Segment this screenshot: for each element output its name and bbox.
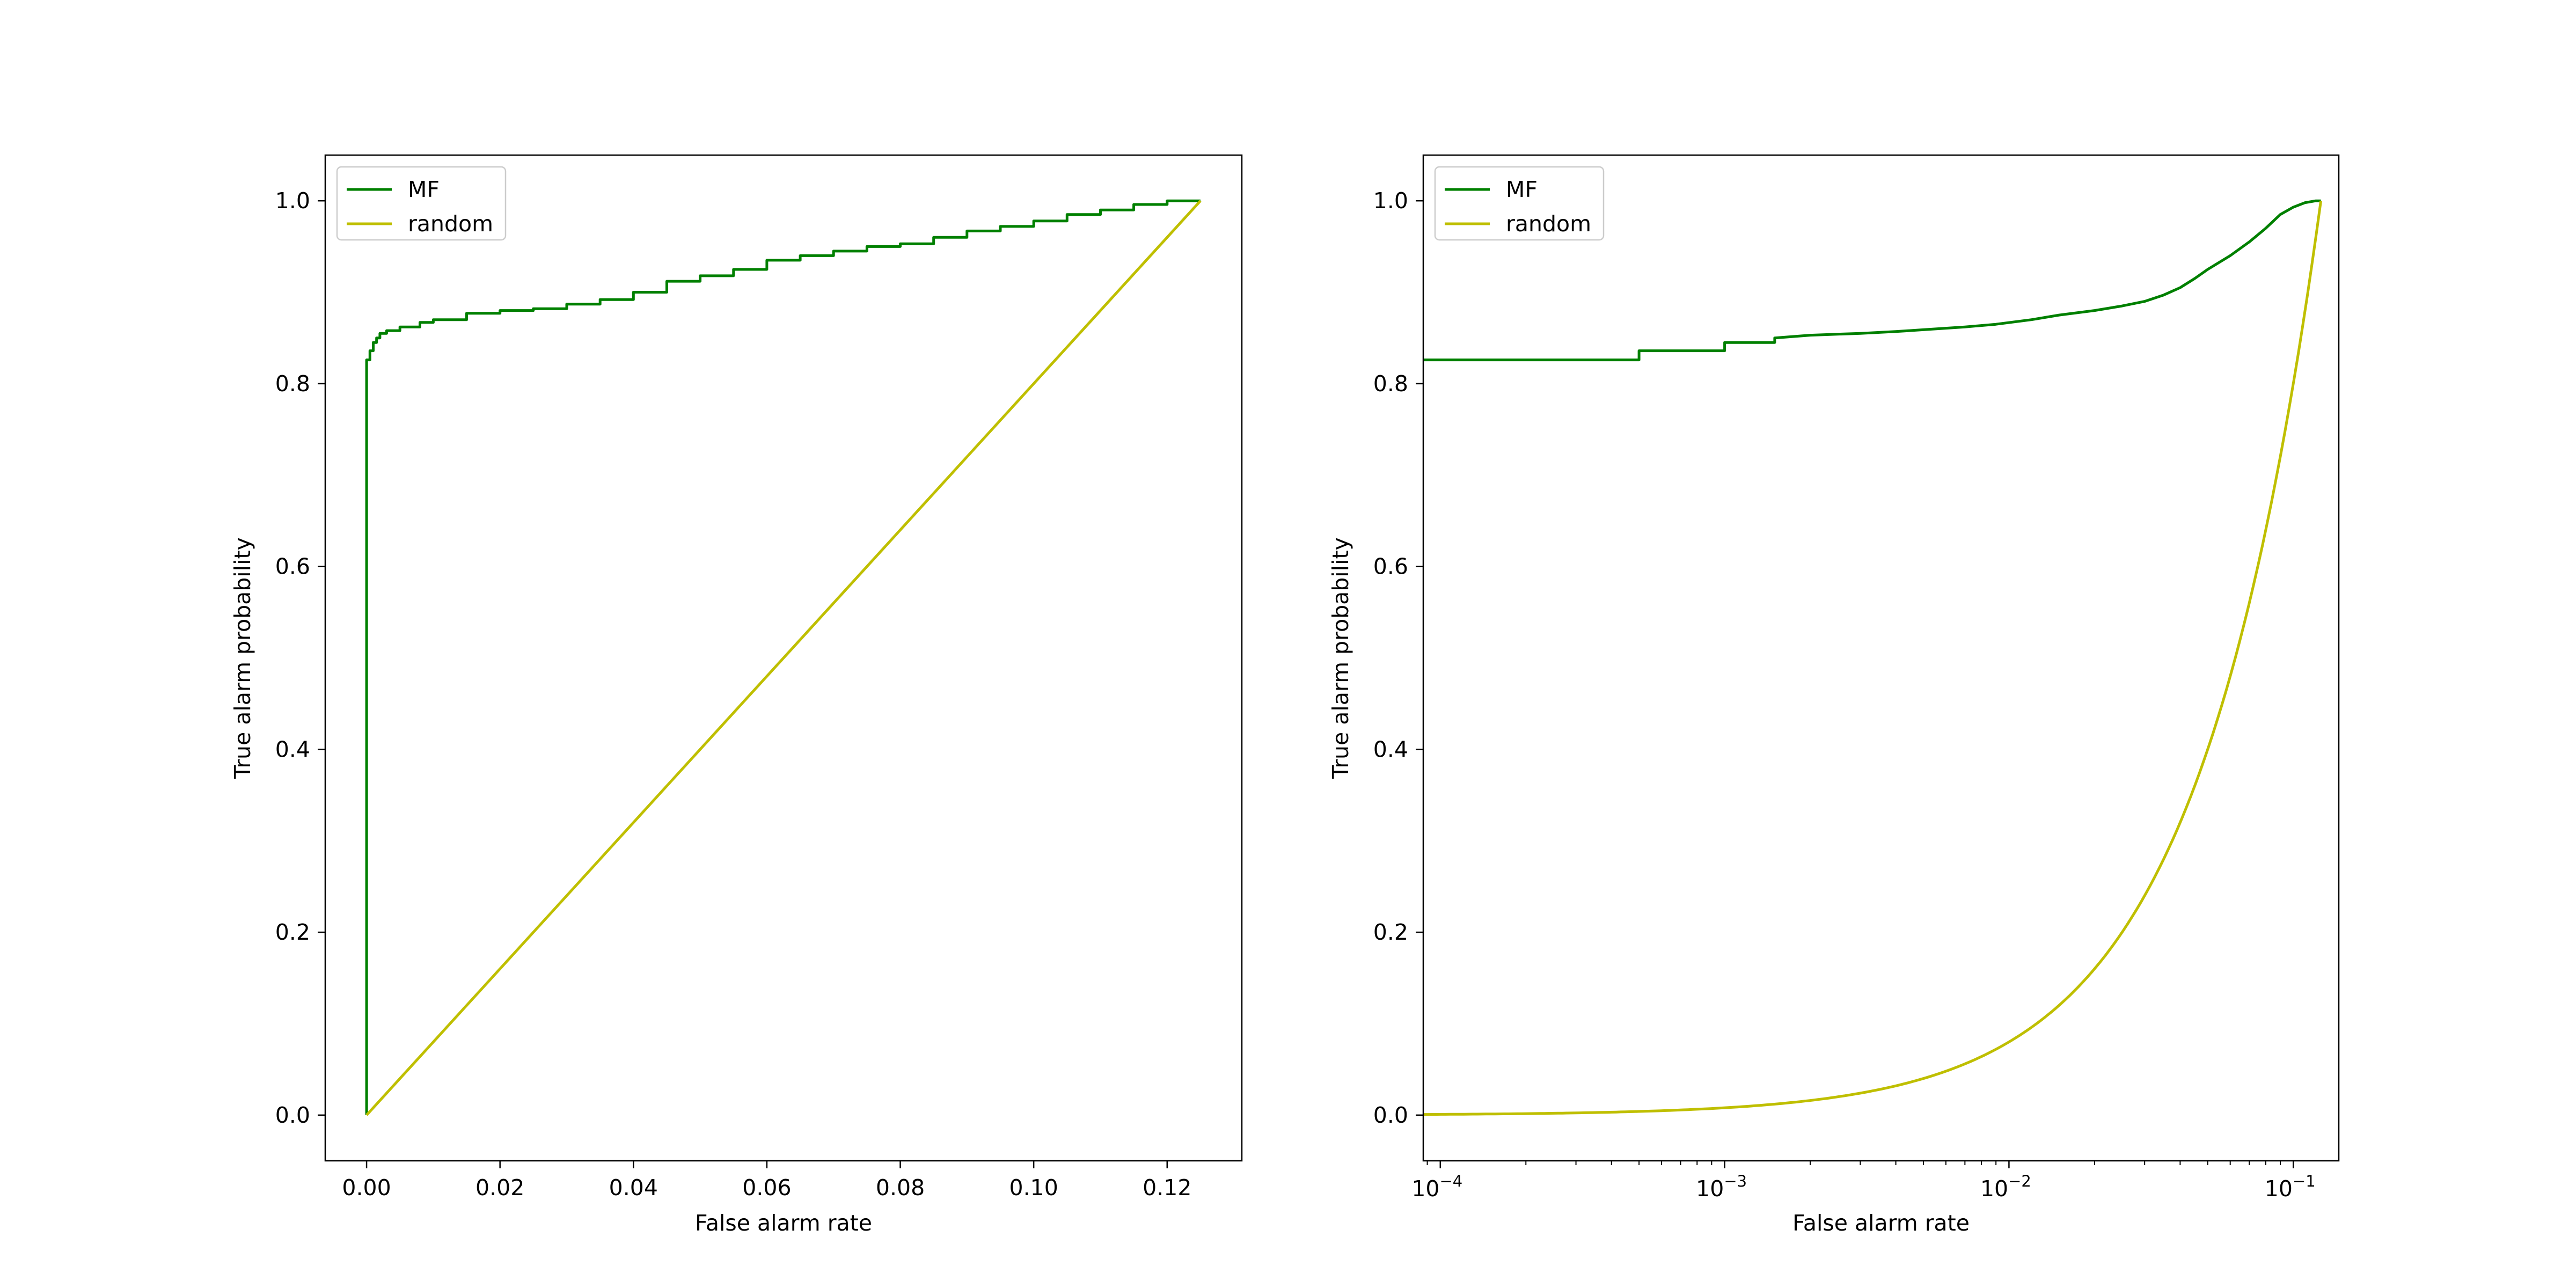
x-tick-label: 10−4	[1411, 1172, 1462, 1202]
y-tick-label: 0.8	[1373, 371, 1408, 397]
y-tick-label: 0.4	[1373, 736, 1408, 762]
x-tick-label: 0.12	[1143, 1175, 1191, 1201]
x-tick-label: 0.00	[342, 1175, 391, 1201]
x-tick-label: 0.10	[1009, 1175, 1058, 1201]
y-tick-label: 0.2	[275, 919, 310, 945]
x-tick-label: 0.06	[742, 1175, 791, 1201]
series-line-random	[365, 200, 1202, 1116]
x-tick-label: 10−1	[2265, 1172, 2316, 1202]
x-axis-label: False alarm rate	[695, 1210, 872, 1236]
x-tick-label: 10−2	[1980, 1172, 2031, 1202]
legend-label-random: random	[1506, 211, 1591, 237]
x-tick-label: 0.04	[609, 1175, 658, 1201]
y-tick-label: 0.0	[275, 1102, 310, 1128]
y-axis-label: True alarm probability	[230, 537, 255, 779]
y-tick-label: 1.0	[275, 188, 310, 214]
x-tick-label: 10−3	[1696, 1172, 1747, 1202]
chart-panel-1: 0.0 0.2 0.4 0.6 0.8 1.0 0.00 0.02 0.04 0.06 0.08 0.…	[230, 154, 1243, 1236]
series-line-mf	[365, 199, 1201, 1115]
x-tick-label: 0.08	[876, 1175, 925, 1201]
y-axis-label: True alarm probability	[1328, 537, 1353, 779]
y-tick-label: 0.0	[1373, 1102, 1408, 1128]
legend-box	[1434, 166, 1605, 241]
series-line-random	[1423, 200, 2323, 1116]
legend: MF random	[336, 166, 507, 241]
series-line-mf	[1423, 199, 2321, 362]
y-tick-label: 0.2	[1373, 919, 1408, 945]
legend-label-random: random	[408, 211, 493, 237]
y-tick-label: 0.6	[1373, 554, 1408, 580]
y-tick-label: 0.4	[275, 736, 310, 762]
axes-frame	[324, 154, 1243, 1162]
y-tick-label: 0.6	[275, 554, 310, 580]
legend-box	[336, 166, 507, 241]
legend: MF random	[1434, 166, 1605, 241]
legend-label-mf: MF	[408, 177, 440, 202]
legend-label-mf: MF	[1506, 177, 1538, 202]
axes-frame	[1422, 154, 2340, 1162]
y-tick-label: 0.8	[275, 371, 310, 397]
x-tick-label: 0.02	[475, 1175, 524, 1201]
chart-panel-2: 0.0 0.2 0.4 0.6 0.8 1.0 10−4 10−3 10−2 10−1 False …	[1328, 154, 2340, 1236]
x-axis-label: False alarm rate	[1792, 1210, 1970, 1236]
y-tick-label: 1.0	[1373, 188, 1408, 214]
